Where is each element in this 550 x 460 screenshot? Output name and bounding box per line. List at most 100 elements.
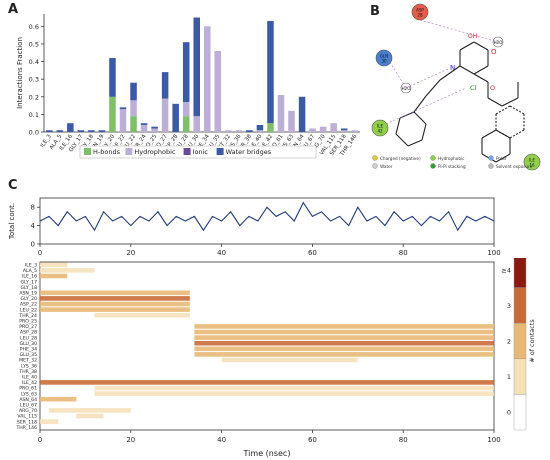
legend-label: Charged (negative) — [380, 156, 421, 161]
bar-segment — [204, 26, 211, 133]
bar-segment — [256, 124, 264, 131]
heatmap-cell — [194, 335, 495, 340]
heatmap-cell — [94, 385, 494, 391]
x-tick-label: 0 — [38, 436, 42, 444]
residue-circle — [375, 49, 393, 67]
bond — [395, 117, 401, 135]
colorbar-label: # of contacts — [528, 319, 536, 363]
row-label: PRO_25 — [19, 318, 37, 324]
interaction-line — [385, 87, 467, 125]
heatmap-cell — [40, 273, 68, 279]
row-label: ASP_28 — [20, 330, 37, 336]
bond — [439, 65, 461, 81]
bar-segment — [298, 96, 306, 132]
heatmap-cell — [49, 408, 131, 413]
row-label: GLU_30 — [20, 341, 37, 347]
bar-segment — [182, 102, 190, 117]
series-line — [39, 201, 495, 232]
bond — [473, 41, 489, 51]
atom-label: OH — [468, 33, 477, 40]
heatmap-cell — [40, 307, 190, 312]
bond — [421, 123, 427, 141]
bar-segment — [119, 109, 127, 132]
x-tick-label: 80 — [399, 249, 408, 257]
heatmap-cell — [40, 262, 68, 268]
colorbar-segment — [513, 287, 527, 324]
heatmap-cell — [94, 391, 494, 396]
legend-swatch — [216, 148, 224, 155]
heatmap-frame — [39, 261, 495, 431]
bar-segment — [330, 123, 337, 132]
x-tick-label: 20 — [126, 436, 135, 444]
row-label: GLY_20 — [21, 296, 38, 302]
residue-label: H2O — [402, 86, 411, 91]
bar-segment — [119, 107, 127, 110]
bond — [481, 129, 497, 139]
residue-label: 42 — [377, 129, 383, 134]
legend-label: Hydrophobic — [438, 156, 465, 161]
legend-marker — [430, 163, 436, 169]
panel-label-c: C — [8, 178, 18, 193]
heatmap-cell — [40, 296, 190, 301]
bar-segment — [172, 103, 179, 132]
residue-label: ASP — [416, 8, 424, 13]
y-tick-label: 0.6 — [29, 23, 39, 31]
bond — [459, 41, 475, 51]
legend-marker — [430, 155, 436, 161]
bar-segment — [319, 126, 327, 132]
row-label: ASN_64 — [19, 397, 37, 403]
atom-label: N — [450, 64, 455, 72]
row-label: THR_24 — [18, 313, 37, 319]
row-label: ILE_3 — [25, 262, 37, 268]
row-label: THR_38 — [18, 369, 37, 375]
legend-swatch — [84, 148, 91, 155]
bond — [501, 97, 519, 107]
y-tick-label: 0.0 — [29, 129, 39, 137]
bar-segment — [340, 128, 348, 131]
legend-marker — [488, 163, 494, 169]
colorbar-tick-label: ≥4 — [501, 266, 511, 274]
residue-circle — [371, 119, 389, 137]
atom-label: O — [491, 48, 497, 56]
colorbar-segment — [513, 322, 527, 359]
heatmap-cell — [194, 340, 495, 346]
row-label: LEU_22 — [20, 307, 37, 313]
heatmap-cell — [221, 357, 358, 363]
legend-label: H-bonds — [93, 148, 121, 156]
legend-box — [79, 145, 317, 159]
bar-segment — [161, 98, 169, 132]
row-label: ILE_16 — [22, 274, 37, 280]
legend-marker — [488, 155, 494, 161]
legend-marker — [372, 163, 378, 169]
row-label: PHE_34 — [20, 346, 37, 352]
heatmap-cell — [40, 396, 77, 402]
bar-segment — [193, 116, 200, 132]
bond — [413, 95, 427, 113]
bar-segment — [130, 82, 137, 101]
legend-marker — [372, 155, 378, 161]
row-label: ASN_19 — [19, 290, 37, 296]
residue-label: H2O — [494, 40, 503, 45]
colorbar-tick-label: 0 — [507, 409, 511, 417]
residue-label: ILE — [377, 124, 383, 129]
interaction-bar-chart: 0.0 0.1 0.2 0.3 0.4 0.5 0.6 Interactions Fracti… — [16, 14, 360, 159]
heatmap-cell — [194, 329, 495, 335]
row-label: PRO_27 — [19, 324, 37, 330]
bar-segment — [130, 116, 137, 132]
colorbar-segment — [513, 394, 527, 431]
bar-segment — [77, 130, 85, 132]
y-tick-label: 4 — [31, 222, 36, 230]
bar-segment — [88, 130, 95, 132]
ring-bond — [509, 129, 525, 139]
row-label: GLY_17 — [21, 279, 38, 285]
x-tick-label: 60 — [308, 249, 317, 257]
bar-segment — [182, 42, 190, 103]
heatmap-cell — [40, 419, 59, 424]
bar-segment — [109, 58, 116, 97]
row-label: LYS_63 — [21, 391, 37, 397]
atom-label: Cl — [470, 84, 477, 92]
y-axis-label: Total cont. — [8, 203, 16, 240]
heatmap-cell — [40, 380, 494, 385]
